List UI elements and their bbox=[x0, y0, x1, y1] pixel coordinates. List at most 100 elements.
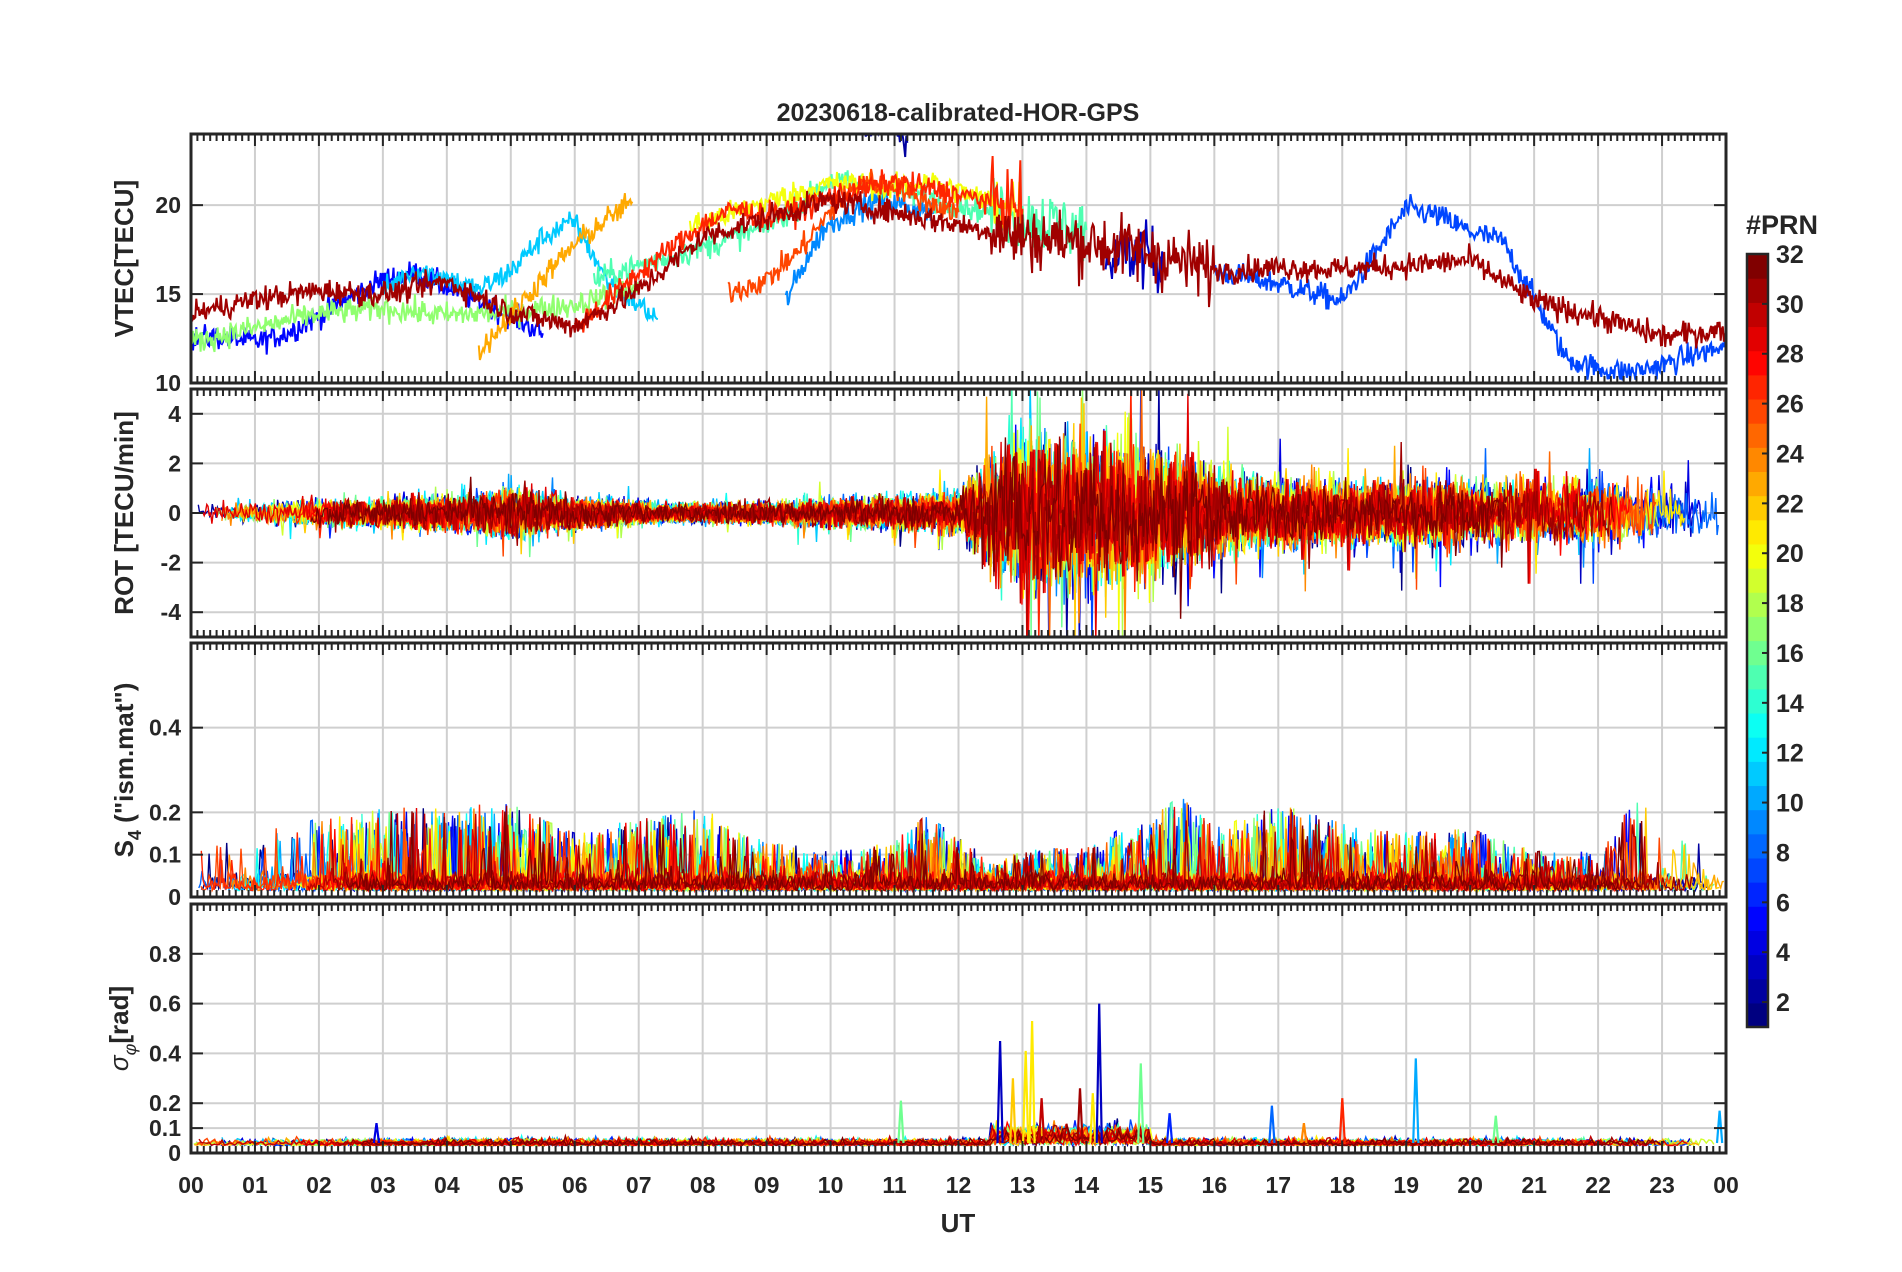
sigma-line-prn-32 bbox=[361, 1126, 1665, 1147]
vtec-line-prn-9 bbox=[784, 187, 934, 306]
colorbar-segment bbox=[1747, 278, 1768, 303]
xtick-label: 05 bbox=[498, 1172, 524, 1198]
s4-ticks bbox=[190, 643, 1727, 898]
colorbar-title: #PRN bbox=[1746, 210, 1818, 240]
sigma-spike bbox=[1268, 1105, 1276, 1144]
vtec-ytick-label: 10 bbox=[155, 370, 181, 396]
colorbar-tick-label: 26 bbox=[1776, 391, 1804, 419]
colorbar-tick-label: 6 bbox=[1776, 889, 1790, 917]
colorbar-segment bbox=[1747, 423, 1768, 448]
vtec-line-prn-31 bbox=[191, 189, 1726, 349]
colorbar-segment bbox=[1747, 857, 1768, 883]
colorbar-tick-label: 2 bbox=[1776, 989, 1790, 1017]
rot-ytick-label: 0 bbox=[168, 500, 181, 526]
sigma-spike bbox=[1300, 1122, 1308, 1144]
vtec-line-prn-7 bbox=[1214, 194, 1726, 382]
xtick-label: 13 bbox=[1010, 1172, 1036, 1198]
colorbar-segment bbox=[1747, 664, 1768, 690]
colorbar-tick-label: 32 bbox=[1776, 241, 1804, 269]
xtick-label: 04 bbox=[434, 1172, 460, 1198]
colorbar-segment bbox=[1747, 254, 1768, 279]
xtick-label: 23 bbox=[1649, 1172, 1675, 1198]
colorbar-segment bbox=[1747, 568, 1768, 593]
sigma-ytick-label: 0.8 bbox=[149, 941, 181, 967]
xtick-label: 00 bbox=[1713, 1172, 1739, 1198]
xtick-label: 18 bbox=[1329, 1172, 1355, 1198]
colorbar-segment bbox=[1747, 978, 1768, 1004]
sigma-spike bbox=[1095, 1003, 1103, 1144]
rot-ytick-label: 4 bbox=[168, 401, 181, 427]
sigma-ylabel: σφ[rad] bbox=[104, 986, 140, 1071]
colorbar-tick-label: 18 bbox=[1776, 590, 1804, 618]
rot-ytick-label: 2 bbox=[168, 450, 181, 476]
sigma-spike bbox=[996, 1040, 1004, 1144]
colorbar-segment bbox=[1747, 785, 1768, 811]
xtick-label: 11 bbox=[882, 1172, 907, 1198]
colorbar-segment bbox=[1747, 761, 1768, 787]
vtec-series bbox=[191, 134, 1726, 382]
sigma-ytick-label: 0 bbox=[168, 1140, 181, 1166]
colorbar-segment bbox=[1747, 616, 1768, 642]
colorbar-segment bbox=[1747, 447, 1768, 473]
sigma-spike bbox=[1715, 1110, 1724, 1144]
xtick-label: 03 bbox=[370, 1172, 396, 1198]
rot-ylabel: ROT [TECU/min] bbox=[109, 411, 139, 615]
sigma-spike bbox=[1338, 1098, 1346, 1144]
colorbar-tick-label: 10 bbox=[1776, 790, 1804, 818]
sigma-ytick-label: 0.4 bbox=[149, 1040, 181, 1066]
xtick-label: 10 bbox=[818, 1172, 844, 1198]
sigma-spike bbox=[1076, 1088, 1084, 1144]
xtick-label: 02 bbox=[306, 1172, 332, 1198]
xtick-label: 15 bbox=[1138, 1172, 1164, 1198]
colorbar-segment bbox=[1747, 954, 1768, 980]
vtec-ylabel: VTEC[TECU] bbox=[109, 180, 139, 337]
xtick-label: 20 bbox=[1457, 1172, 1483, 1198]
xtick-label: 19 bbox=[1393, 1172, 1419, 1198]
s4-series bbox=[198, 798, 1725, 894]
xtick-label: 01 bbox=[242, 1172, 268, 1198]
s4-ytick-label: 0.2 bbox=[149, 799, 181, 825]
xtick-label: 22 bbox=[1585, 1172, 1611, 1198]
vtec-line-prn-23 bbox=[477, 193, 634, 361]
s4-line-prn-32 bbox=[345, 810, 1644, 893]
colorbar-segment bbox=[1747, 1002, 1768, 1028]
rot-ticks bbox=[190, 389, 1727, 637]
vtec-panel: 10 15 20 VTEC[TECU] bbox=[109, 132, 1728, 396]
colorbar-tick-label: 4 bbox=[1776, 939, 1790, 967]
colorbar-segment bbox=[1747, 302, 1768, 328]
s4-panel: 0 0.1 0.2 0.4S4 ("ism.mat") bbox=[109, 641, 1728, 910]
xtick-label: 06 bbox=[562, 1172, 588, 1198]
colorbar-segment bbox=[1747, 326, 1768, 352]
sigma-spike bbox=[1009, 1078, 1017, 1144]
vtec-line-prn-11 bbox=[381, 211, 659, 323]
colorbar-segment bbox=[1747, 737, 1768, 762]
sigma-ticks bbox=[190, 904, 1727, 1154]
xtick-label: 07 bbox=[626, 1172, 652, 1198]
colorbar-segment bbox=[1747, 398, 1768, 424]
vtec-ytick-label: 15 bbox=[155, 281, 181, 307]
vtec-line-prn-2 bbox=[864, 134, 909, 158]
sigma-spike bbox=[1022, 1050, 1030, 1144]
s4-ytick-label: 0.1 bbox=[149, 842, 181, 868]
rot-ytick-label: -4 bbox=[161, 599, 182, 625]
colorbar-tick-label: 12 bbox=[1776, 740, 1804, 768]
sigma-ytick-label: 0.2 bbox=[149, 1090, 181, 1116]
sigma-phi-panel: 00.10.2 0.4 0.6 0.8 σφ[rad] 00 01 02 03 04 05 06 07 0… bbox=[104, 902, 1739, 1198]
colorbar-segment bbox=[1747, 495, 1768, 521]
vtec-ytick-label: 20 bbox=[155, 192, 181, 218]
colorbar-tick-label: 20 bbox=[1776, 540, 1804, 568]
xtick-label: 17 bbox=[1265, 1172, 1291, 1198]
sigma-spike bbox=[897, 1100, 905, 1144]
sigma-spike bbox=[1492, 1115, 1500, 1144]
rot-ytick-label: -2 bbox=[161, 550, 181, 576]
colorbar-segment bbox=[1747, 882, 1768, 907]
sigma-spike bbox=[1038, 1098, 1046, 1144]
colorbar-segment bbox=[1747, 519, 1768, 545]
colorbar-segment bbox=[1747, 592, 1768, 617]
xtick-label: 00 bbox=[178, 1172, 204, 1198]
colorbar-segment bbox=[1747, 712, 1768, 738]
sigma-ytick-label: 0.6 bbox=[149, 991, 181, 1017]
colorbar-tick-label: 30 bbox=[1776, 291, 1804, 319]
